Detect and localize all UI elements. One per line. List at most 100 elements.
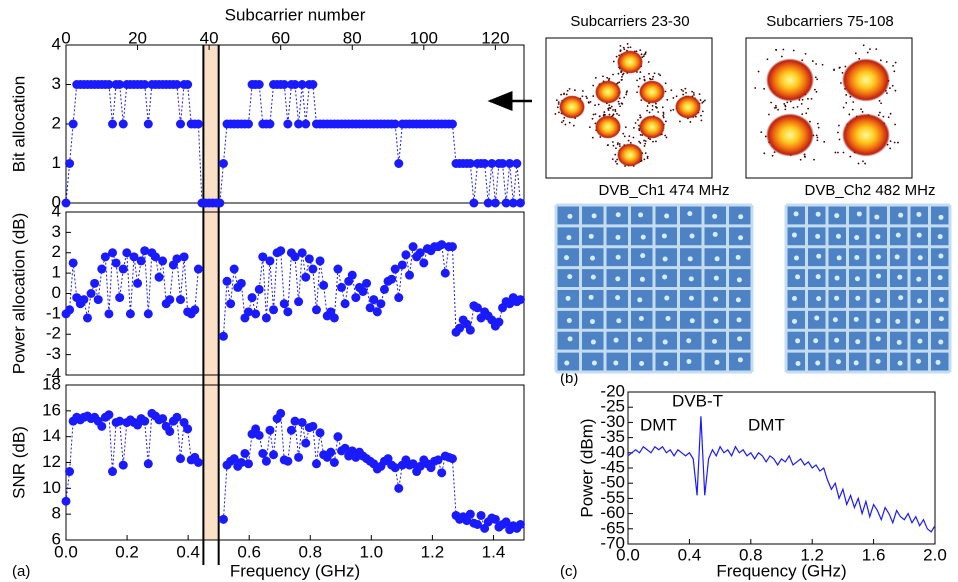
x-tick-label: 0.6 xyxy=(237,542,261,561)
photo-spot xyxy=(640,234,646,240)
constellation-dot xyxy=(815,134,818,137)
y-tick-label: 6 xyxy=(52,529,61,548)
image-title: Subcarriers 75-108 xyxy=(766,13,894,30)
photo-spot xyxy=(615,234,621,240)
constellation-dot xyxy=(666,98,669,101)
constellation-dot xyxy=(627,139,630,142)
image-title: Subcarriers 23-30 xyxy=(570,13,689,30)
data-point xyxy=(301,272,311,282)
constellation-dot xyxy=(782,48,785,51)
constellation-dot xyxy=(562,119,565,122)
constellation-dot xyxy=(792,106,795,109)
y-tick-label: -25 xyxy=(600,397,625,416)
data-point xyxy=(193,458,203,467)
constellation-dot xyxy=(620,71,623,74)
constellation-dot xyxy=(614,108,617,111)
photo-spot xyxy=(738,235,744,241)
constellation-dot xyxy=(612,60,615,63)
constellation-dot xyxy=(639,71,642,73)
data-point xyxy=(258,448,268,458)
constellation-dot xyxy=(611,158,614,161)
constellation-dot xyxy=(885,60,888,63)
constellation-dot xyxy=(586,97,588,100)
constellation-dot xyxy=(655,140,657,143)
constellation-dot xyxy=(649,77,651,80)
constellation-dot xyxy=(810,97,813,100)
data-point xyxy=(61,198,71,208)
constellation-dot xyxy=(643,158,646,161)
x-axis-label: Frequency (GHz) xyxy=(716,561,846,580)
photo-spot xyxy=(937,234,943,240)
data-point xyxy=(172,412,182,422)
constellation-dot xyxy=(838,138,841,141)
data-point xyxy=(129,252,139,262)
data-point xyxy=(512,159,522,168)
photo-spot xyxy=(875,234,881,240)
image-title: DVB_Ch1 474 MHz xyxy=(599,182,730,199)
data-point xyxy=(286,425,296,435)
constellation-dot xyxy=(651,78,654,81)
constellation-dot xyxy=(619,45,622,47)
constellation-dot xyxy=(643,53,646,56)
constellation-dot xyxy=(585,95,588,98)
constellation-dot xyxy=(891,84,894,87)
constellation-dot xyxy=(616,158,619,161)
data-point xyxy=(483,198,493,208)
constellation-cloud xyxy=(617,50,643,74)
x-tick-label: 0.4 xyxy=(678,545,702,564)
constellation-dot xyxy=(644,142,647,145)
constellation-dot xyxy=(839,66,841,69)
constellation-dot xyxy=(564,123,567,126)
data-point xyxy=(358,286,368,296)
constellation-dot xyxy=(618,81,621,84)
constellation-dot xyxy=(621,75,623,78)
data-point xyxy=(480,159,490,168)
constellation-dot xyxy=(626,90,628,93)
y-axis-label: Power (dBm) xyxy=(577,418,596,517)
constellation-dot xyxy=(704,99,706,102)
y-tick-label: -3 xyxy=(46,344,61,363)
constellation-dot xyxy=(592,113,595,116)
data-point xyxy=(258,252,268,262)
constellation-dot xyxy=(644,51,647,54)
x-tick-label: 0.2 xyxy=(115,542,139,561)
constellation-dot xyxy=(640,99,643,102)
constellation-dot xyxy=(837,151,839,154)
data-point xyxy=(437,240,447,250)
constellation-dot xyxy=(689,121,692,123)
x2-axis-label: Subcarrier number xyxy=(225,5,366,24)
photo-spot xyxy=(639,361,645,367)
constellation-dot xyxy=(774,104,777,107)
x-tick-label: 0.0 xyxy=(54,542,78,561)
x-tick-label: 1.2 xyxy=(421,542,445,561)
data-point xyxy=(465,509,475,519)
photo-spot xyxy=(854,255,860,261)
constellation-dot xyxy=(760,131,763,134)
data-point xyxy=(118,460,128,470)
constellation-dot xyxy=(685,91,687,94)
data-point xyxy=(326,447,336,457)
photo-spot xyxy=(713,296,719,302)
photo-spot xyxy=(938,297,944,303)
constellation-dot xyxy=(646,109,648,112)
photo-spot xyxy=(875,358,881,364)
photo-spot xyxy=(613,360,619,366)
constellation-dot xyxy=(618,97,621,100)
constellation-dot xyxy=(617,72,620,75)
photo-spot xyxy=(588,294,594,300)
data-point xyxy=(265,256,275,266)
x-tick-label: 1.4 xyxy=(482,542,506,561)
constellation-dot xyxy=(608,106,611,109)
constellation-dot xyxy=(817,126,820,129)
constellation-dot xyxy=(823,140,826,143)
data-point xyxy=(362,278,372,288)
data-point xyxy=(494,317,504,327)
constellation-dot xyxy=(594,76,597,79)
data-point xyxy=(390,264,400,274)
photo-spot xyxy=(795,338,801,344)
constellation-dot xyxy=(805,112,808,115)
data-point xyxy=(301,119,311,129)
data-point xyxy=(104,80,114,89)
constellation-dot xyxy=(602,75,604,78)
constellation-dot xyxy=(652,75,655,78)
